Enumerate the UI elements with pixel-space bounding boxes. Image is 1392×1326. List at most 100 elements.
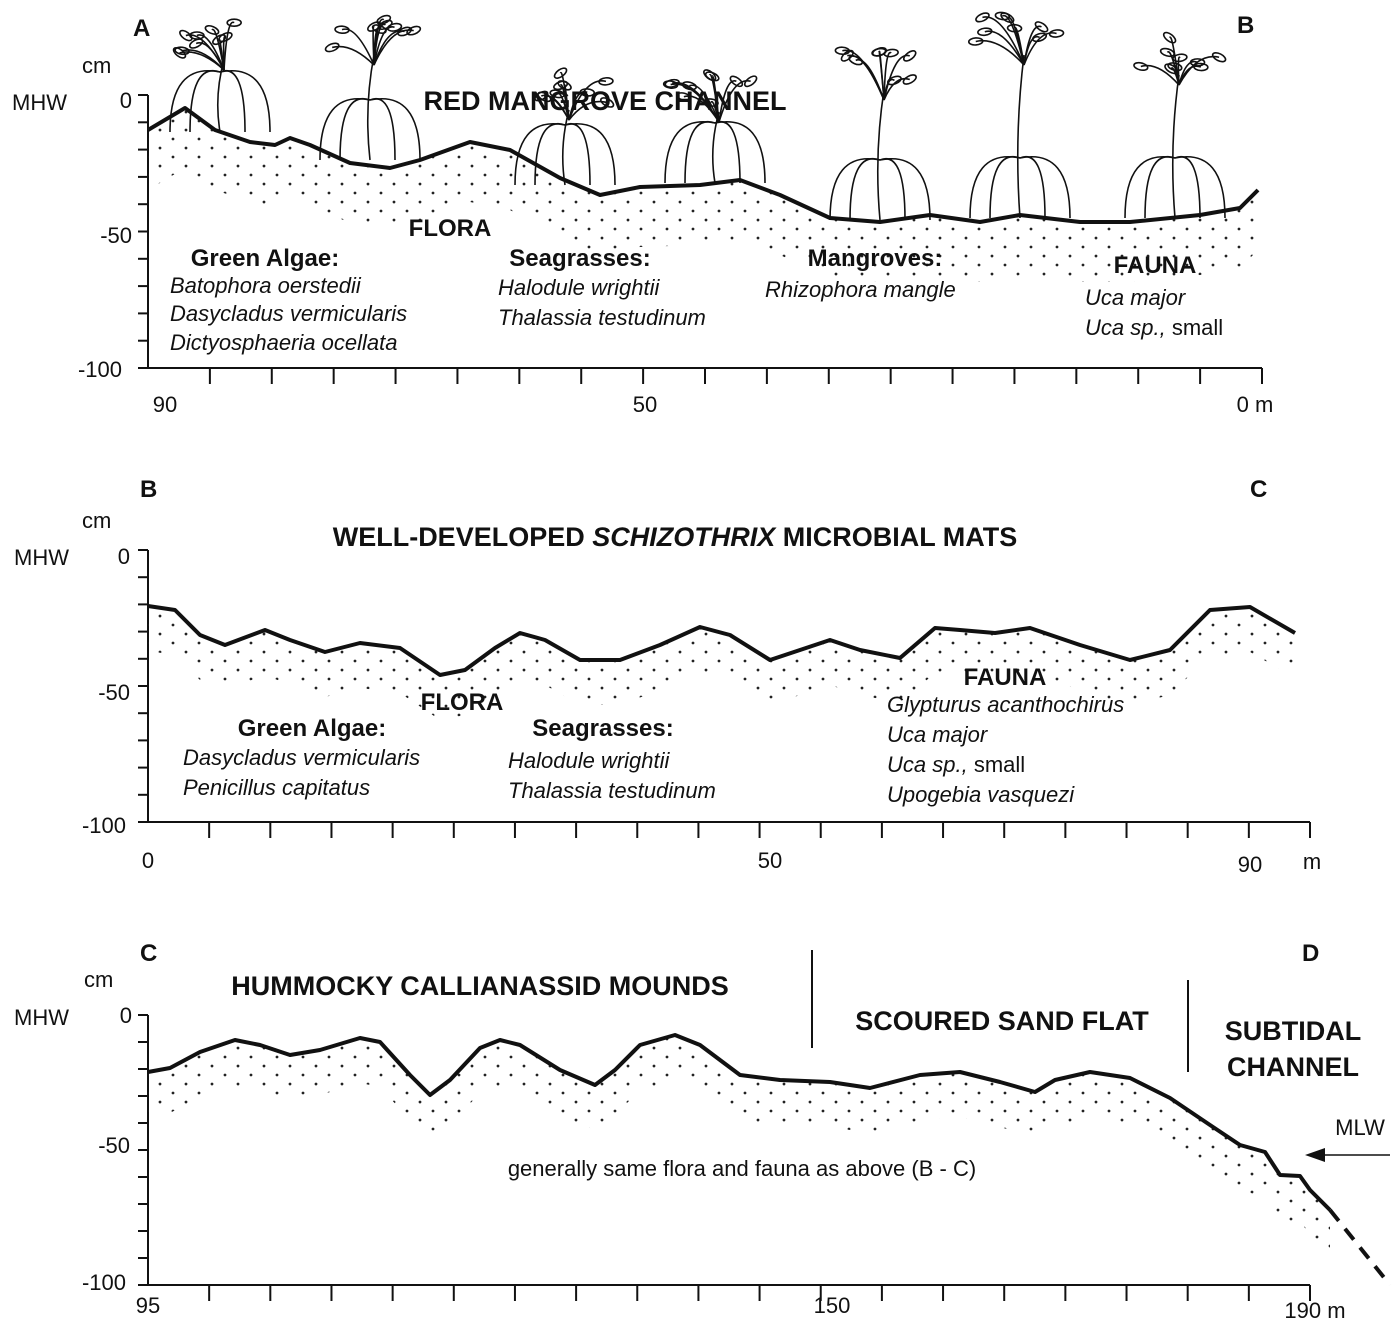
y-label: -50 bbox=[100, 223, 132, 248]
x-label: 0 m bbox=[1237, 392, 1274, 417]
prop-root bbox=[370, 99, 395, 160]
twig bbox=[224, 22, 234, 70]
corner-label: D bbox=[1302, 940, 1319, 967]
zone-label: HUMMOCKY CALLIANASSID MOUNDS bbox=[231, 971, 729, 1001]
species: Uca sp., small bbox=[1085, 315, 1223, 340]
y-unit: cm bbox=[82, 53, 111, 78]
mangrove-trunk bbox=[1173, 75, 1179, 218]
fauna-heading: FAUNA bbox=[1114, 252, 1197, 279]
species: Upogebia vasquezi bbox=[887, 782, 1075, 807]
prop-root bbox=[850, 159, 880, 220]
prop-root bbox=[1145, 157, 1175, 218]
flora-heading: FLORA bbox=[409, 215, 492, 242]
mangrove-trunk bbox=[563, 110, 569, 185]
y-label: 0 bbox=[120, 1003, 132, 1028]
figure: A B cm MHW 0 -50 -100 90 50 0 m RED MANG… bbox=[0, 0, 1392, 1321]
prop-root bbox=[220, 71, 245, 132]
group-heading: Seagrasses: bbox=[509, 245, 650, 272]
y-unit: cm bbox=[82, 508, 111, 533]
prop-root bbox=[685, 122, 715, 183]
title-part: WELL-DEVELOPED bbox=[333, 522, 585, 552]
note: generally same flora and fauna as above … bbox=[508, 1156, 976, 1181]
y-label: -100 bbox=[78, 357, 122, 382]
species-note: small bbox=[1172, 315, 1223, 340]
y-ref: MHW bbox=[14, 545, 69, 570]
fauna-heading: FAUNA bbox=[964, 664, 1047, 691]
x-label: 50 bbox=[633, 392, 657, 417]
mangrove-trunk bbox=[1018, 55, 1024, 218]
prop-root bbox=[830, 159, 880, 220]
prop-root bbox=[565, 124, 590, 185]
y-label: -50 bbox=[98, 680, 130, 705]
x-label: 190 m bbox=[1284, 1298, 1345, 1321]
species-name: Uca sp., bbox=[887, 752, 968, 777]
corner-label: A bbox=[133, 15, 150, 42]
x-label: 50 bbox=[758, 848, 782, 873]
mangrove-trunk bbox=[368, 55, 374, 160]
x-label: 95 bbox=[136, 1293, 160, 1318]
species: Thalassia testudinum bbox=[508, 778, 716, 803]
twig bbox=[374, 30, 414, 65]
corner-label: C bbox=[1250, 476, 1267, 503]
drawing bbox=[138, 11, 1390, 1301]
group-heading: Seagrasses: bbox=[532, 715, 673, 742]
projected-profile bbox=[1330, 1210, 1390, 1285]
species: Uca sp., small bbox=[887, 752, 1025, 777]
y-label: 0 bbox=[120, 88, 132, 113]
flora-heading: FLORA bbox=[421, 689, 504, 716]
prop-root bbox=[665, 122, 715, 183]
species: Uca major bbox=[887, 722, 989, 747]
group-heading: Mangroves: bbox=[808, 245, 943, 272]
x-label: 0 bbox=[142, 848, 154, 873]
zone-label: CHANNEL bbox=[1227, 1052, 1359, 1082]
title-part: SCHIZOTHRIX bbox=[592, 522, 777, 552]
panel-title: RED MANGROVE CHANNEL bbox=[423, 86, 786, 116]
prop-root bbox=[1125, 157, 1175, 218]
species-name: Uca sp., bbox=[1085, 315, 1166, 340]
panel-title: WELL-DEVELOPED SCHIZOTHRIX MICROBIAL MAT… bbox=[333, 522, 1018, 552]
zone-label: SCOURED SAND FLAT bbox=[855, 1006, 1149, 1036]
corner-label: B bbox=[140, 476, 157, 503]
y-label: -50 bbox=[98, 1133, 130, 1158]
group-heading: Green Algae: bbox=[191, 245, 340, 272]
prop-root bbox=[340, 99, 370, 160]
marker-label: MLW bbox=[1335, 1115, 1385, 1140]
y-unit: cm bbox=[84, 967, 113, 992]
prop-root bbox=[990, 157, 1020, 218]
y-ref: MHW bbox=[12, 90, 67, 115]
species-note: small bbox=[974, 752, 1025, 777]
title-part: MICROBIAL MATS bbox=[783, 522, 1017, 552]
species: Dictyosphaeria ocellata bbox=[170, 330, 397, 355]
prop-root bbox=[1020, 157, 1045, 218]
x-label: 90 bbox=[1238, 852, 1262, 877]
species: Thalassia testudinum bbox=[498, 305, 706, 330]
mangrove-trunk bbox=[878, 90, 884, 220]
species: Penicillus capitatus bbox=[183, 775, 370, 800]
twig bbox=[1024, 33, 1057, 65]
species: Batophora oerstedii bbox=[170, 273, 362, 298]
corner-label: B bbox=[1237, 12, 1254, 39]
corner-label: C bbox=[140, 940, 157, 967]
prop-root bbox=[1175, 157, 1200, 218]
group-heading: Green Algae: bbox=[238, 715, 387, 742]
species: Halodule wrightii bbox=[508, 748, 671, 773]
zone-label: SUBTIDAL bbox=[1225, 1016, 1362, 1046]
x-label: 90 bbox=[153, 392, 177, 417]
sediment-stipple bbox=[148, 1035, 1330, 1255]
species: Glypturus acanthochirus bbox=[887, 692, 1124, 717]
x-label: 150 bbox=[814, 1293, 851, 1318]
prop-root bbox=[715, 122, 740, 183]
prop-root bbox=[880, 159, 905, 220]
prop-root bbox=[970, 157, 1020, 218]
species: Dasycladus vermicularis bbox=[170, 301, 407, 326]
y-label: 0 bbox=[118, 544, 130, 569]
species: Dasycladus vermicularis bbox=[183, 745, 420, 770]
twig bbox=[856, 60, 884, 100]
y-ref: MHW bbox=[14, 1005, 69, 1030]
species: Rhizophora mangle bbox=[765, 277, 956, 302]
marker-arrowhead bbox=[1305, 1148, 1325, 1162]
y-label: -100 bbox=[82, 1270, 126, 1295]
twig bbox=[332, 47, 374, 65]
species: Halodule wrightii bbox=[498, 275, 661, 300]
x-unit: m bbox=[1303, 849, 1321, 874]
